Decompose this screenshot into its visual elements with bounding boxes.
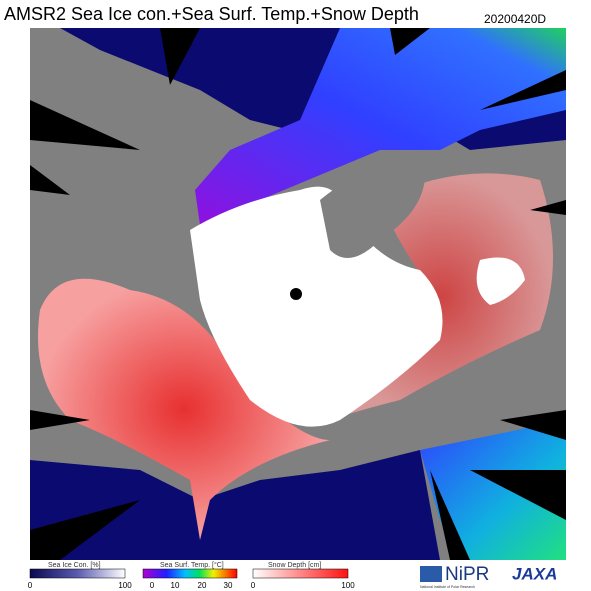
snow	[38, 278, 330, 540]
sst	[420, 420, 566, 560]
swath-gap	[160, 28, 200, 85]
date: 20200420D	[484, 12, 546, 26]
swath-gap	[30, 410, 90, 430]
tick-label: 20	[198, 581, 207, 590]
tick-label: 0	[150, 581, 155, 590]
pole	[290, 288, 302, 300]
nipr-logo: NiPR	[445, 564, 489, 585]
nipr-icon	[420, 566, 442, 582]
legend-label: Snow Depth [cm]	[268, 562, 321, 569]
tick-label: 30	[224, 581, 233, 590]
swath-gap	[480, 70, 566, 110]
swath-gap	[30, 165, 70, 195]
legend: Sea Ice Con. [%] 0 100 Sea Surf. Temp. […	[28, 561, 355, 590]
tick-label: 10	[171, 581, 180, 590]
tick-label: 100	[118, 581, 132, 590]
jaxa-logo: JAXA	[512, 564, 557, 583]
legend-label: Sea Surf. Temp. [°C]	[160, 561, 224, 569]
tick-label: 0	[251, 581, 256, 590]
swath-gap	[390, 28, 430, 55]
map	[30, 28, 566, 560]
legend-label: Sea Ice Con. [%]	[48, 562, 101, 569]
title: AMSR2 Sea Ice con.+Sea Surf. Temp.+Snow …	[4, 4, 419, 24]
ocean	[30, 450, 440, 560]
nipr-subtitle: National Institute of Polar Research	[420, 585, 475, 589]
snow	[330, 173, 553, 420]
tick-label: 0	[28, 581, 33, 590]
colorbar	[252, 568, 349, 579]
swath-gap	[470, 470, 566, 520]
swath-gap	[30, 100, 140, 150]
swath-gap	[500, 410, 566, 440]
swath-gap	[530, 200, 566, 215]
logos: NiPR National Institute of Polar Researc…	[420, 564, 557, 589]
tick-label: 100	[341, 581, 355, 590]
sst	[195, 28, 566, 225]
colorbar	[142, 568, 238, 579]
sea-ice	[476, 257, 525, 305]
swath-gap	[30, 500, 140, 560]
sea-ice	[190, 186, 443, 427]
greenland	[320, 150, 425, 258]
swath-gap	[430, 470, 470, 560]
colorbar	[29, 568, 126, 579]
